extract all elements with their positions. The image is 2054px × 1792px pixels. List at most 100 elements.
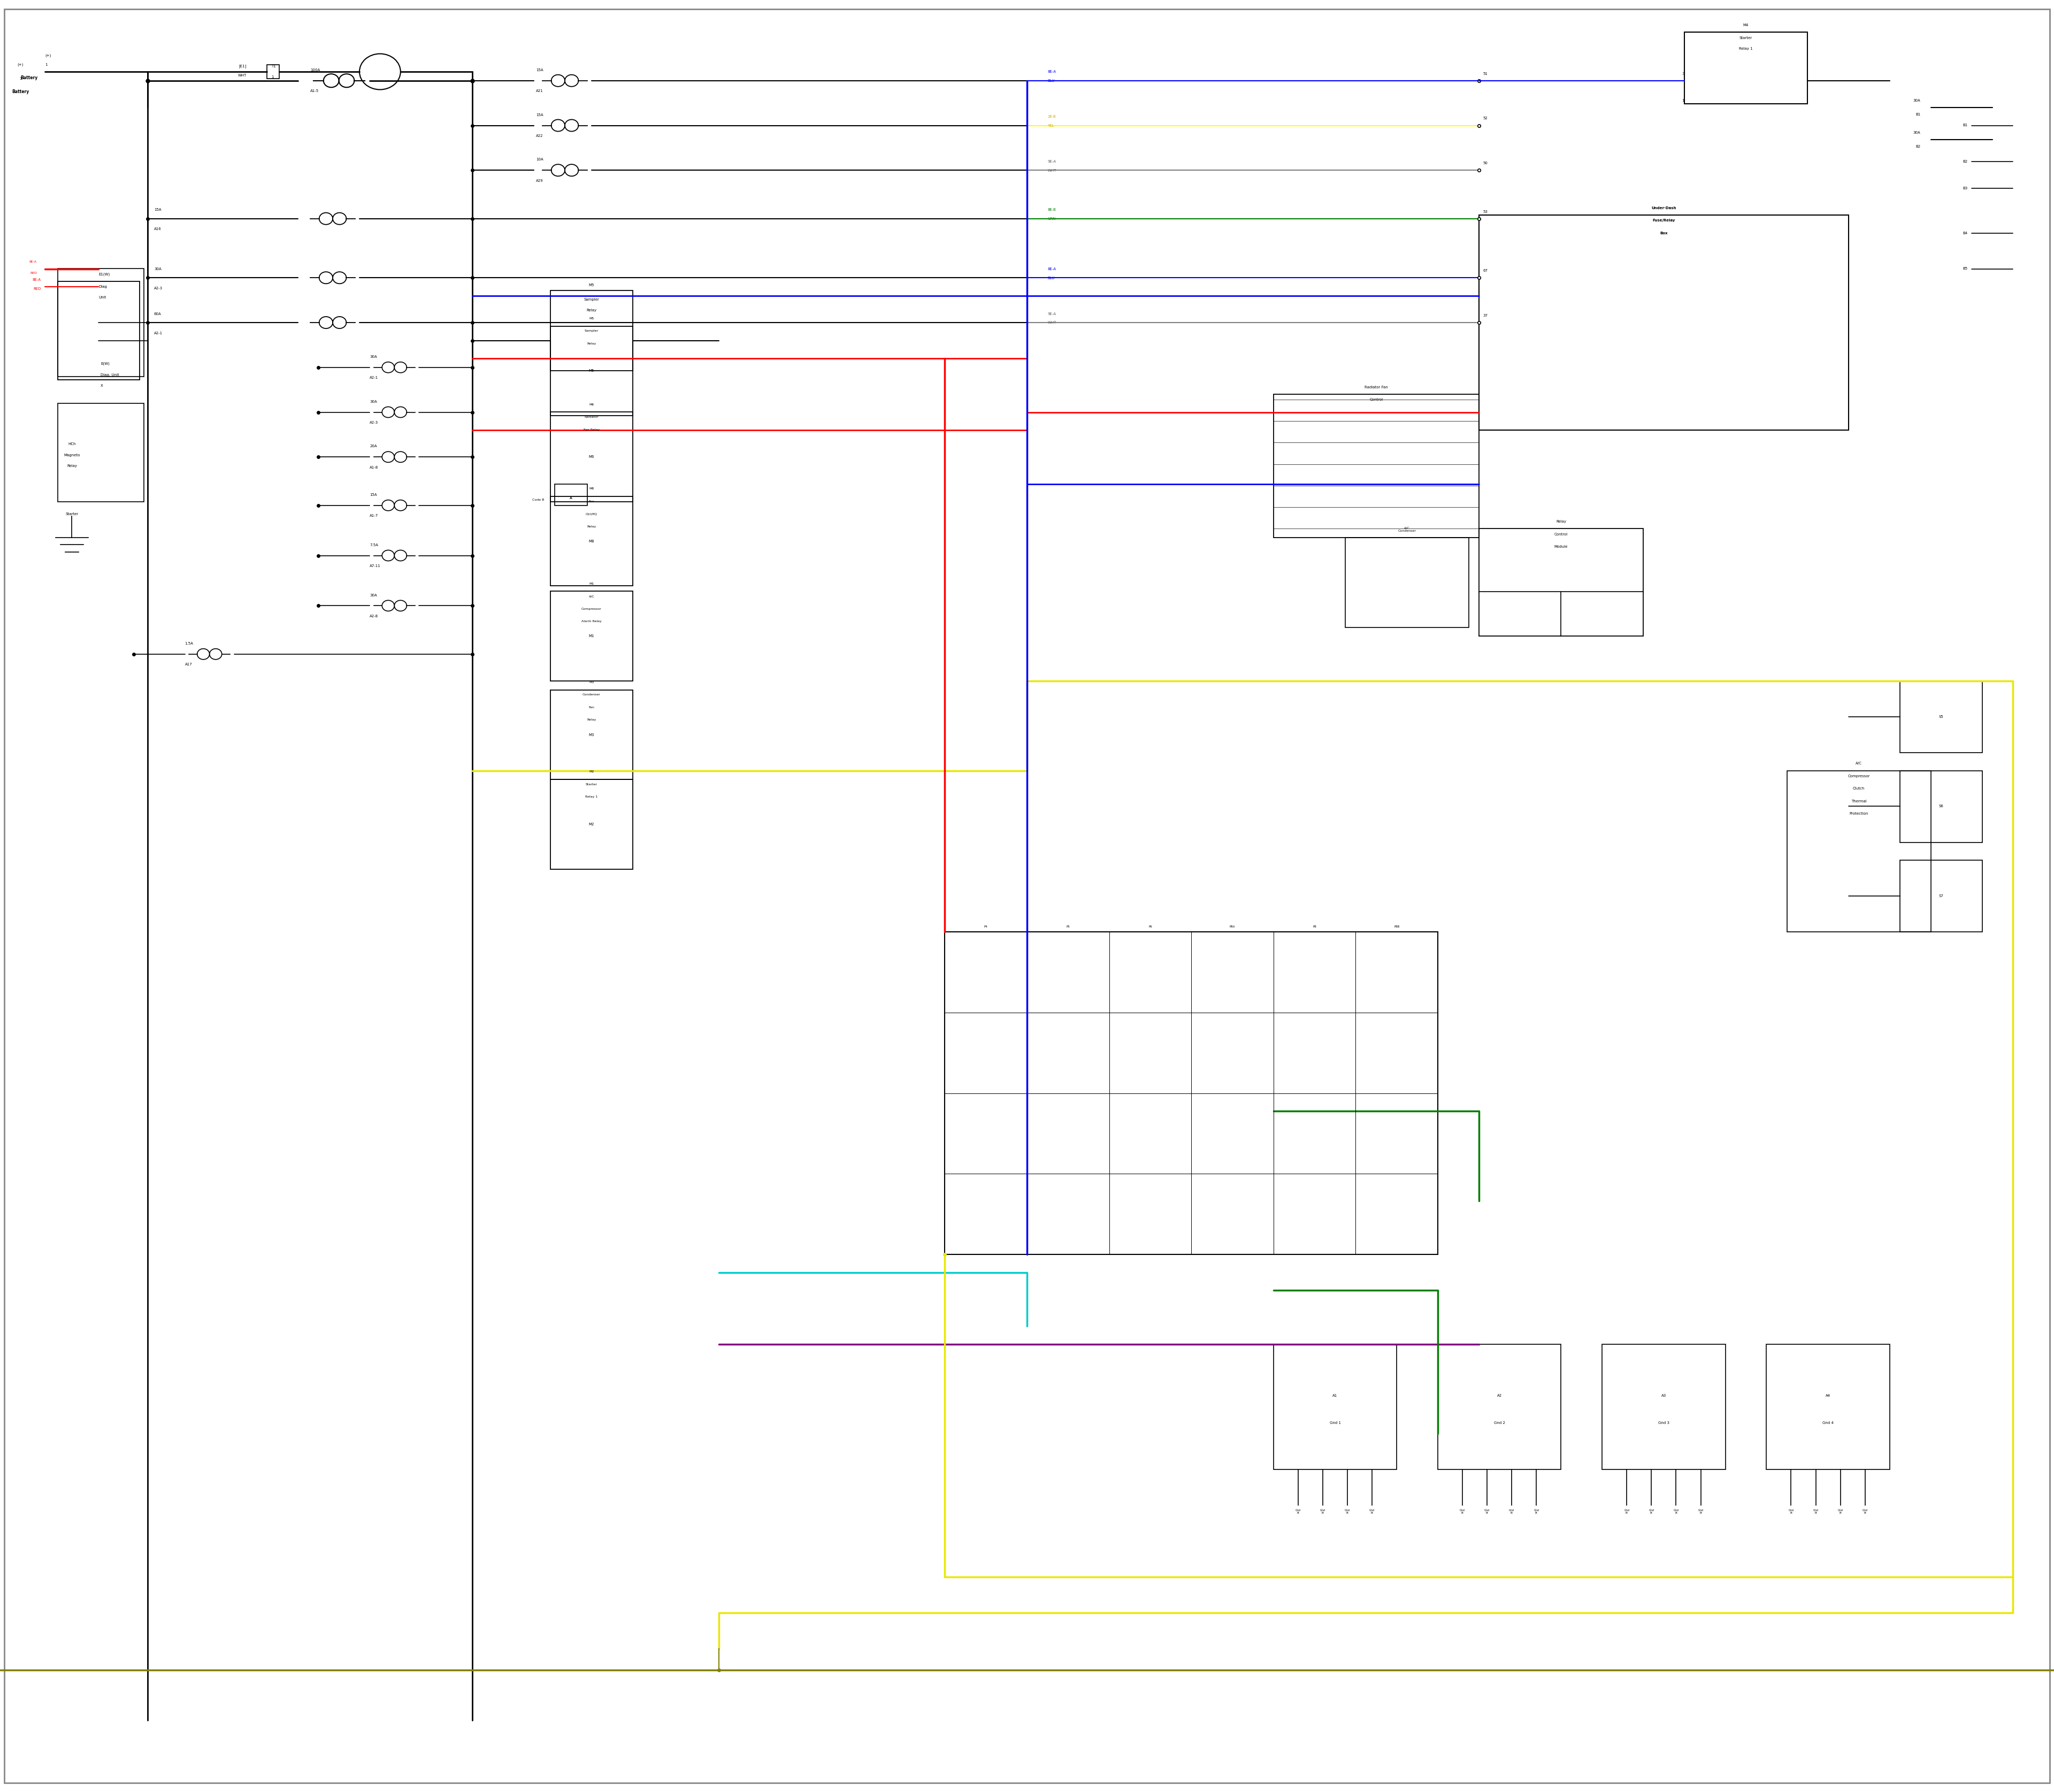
Text: M5: M5 (589, 369, 594, 373)
Text: P8B: P8B (1395, 926, 1399, 928)
Text: Fan: Fan (589, 500, 594, 502)
Text: 2E-B: 2E-B (1048, 115, 1056, 118)
Text: P5: P5 (1066, 926, 1070, 928)
Bar (1479, 529, 1643, 636)
Bar (1684, 32, 1808, 104)
Text: WHT: WHT (1048, 321, 1056, 324)
Text: A: A (569, 496, 573, 500)
Text: A29: A29 (536, 179, 544, 183)
Text: Gnd
Pt: Gnd Pt (1370, 1509, 1374, 1514)
Text: 1.5A: 1.5A (185, 642, 193, 645)
Text: 1: 1 (18, 77, 23, 81)
Text: S5: S5 (1939, 715, 1943, 719)
Text: Starter: Starter (66, 513, 78, 516)
Text: 15A: 15A (536, 68, 544, 72)
Text: M1: M1 (589, 582, 594, 584)
Text: Compressor: Compressor (581, 607, 602, 609)
Text: 8E-A: 8E-A (33, 278, 41, 281)
Text: (+): (+) (45, 54, 51, 57)
Bar (1345, 538, 1469, 627)
Text: 10A: 10A (536, 158, 544, 161)
Text: 7.5A: 7.5A (370, 543, 378, 547)
Text: A2-3: A2-3 (370, 421, 378, 425)
Text: S6: S6 (1939, 805, 1943, 808)
Text: A3: A3 (1662, 1394, 1666, 1398)
Text: Relay 1: Relay 1 (1740, 47, 1752, 50)
Text: A16: A16 (154, 228, 162, 231)
Text: Control: Control (1370, 398, 1382, 401)
Text: A1-7: A1-7 (370, 514, 378, 518)
Text: Protection: Protection (1849, 812, 1869, 815)
Text: B1: B1 (1916, 113, 1920, 116)
Text: M8: M8 (589, 487, 594, 489)
Bar (550, 412, 633, 502)
Text: Gnd
Pt: Gnd Pt (1510, 1509, 1514, 1514)
Bar (1479, 215, 1849, 430)
Text: Gnd
Pt: Gnd Pt (1345, 1509, 1349, 1514)
Text: 8E-A: 8E-A (29, 262, 37, 263)
Text: GRN: GRN (1048, 217, 1056, 220)
Text: BLU: BLU (1048, 79, 1054, 82)
Text: Relay: Relay (587, 719, 596, 720)
Text: B4: B4 (1964, 231, 1968, 235)
Text: Gnd 1: Gnd 1 (1329, 1421, 1341, 1425)
Text: Gnd 2: Gnd 2 (1493, 1421, 1506, 1425)
Text: A/C: A/C (589, 595, 594, 597)
Text: M1: M1 (589, 634, 594, 638)
Text: 30A: 30A (370, 400, 378, 403)
Text: 8E-A: 8E-A (1048, 267, 1056, 271)
Text: 1: 1 (271, 75, 273, 79)
Text: Gnd
Pt: Gnd Pt (1534, 1509, 1538, 1514)
Text: Relay: Relay (68, 464, 76, 468)
Text: M3: M3 (589, 681, 594, 683)
Text: A2-1: A2-1 (154, 332, 162, 335)
Bar (267, 65, 279, 79)
Text: 15A: 15A (536, 113, 544, 116)
Text: Gnd
Pt: Gnd Pt (1863, 1509, 1867, 1514)
Text: WHT: WHT (1048, 168, 1056, 172)
Text: Gnd
Pt: Gnd Pt (1321, 1509, 1325, 1514)
Text: Radiator: Radiator (585, 416, 598, 418)
Text: 53: 53 (1483, 210, 1487, 213)
Text: Battery: Battery (21, 75, 37, 81)
Text: 51: 51 (1483, 72, 1487, 75)
Text: 60A: 60A (154, 312, 162, 315)
Text: Condenser: Condenser (583, 694, 600, 695)
Text: M6: M6 (589, 455, 594, 459)
Text: M2: M2 (589, 823, 594, 826)
Text: M5: M5 (589, 317, 594, 319)
Bar (1766, 1344, 1890, 1469)
Bar (1602, 1344, 1725, 1469)
Bar (550, 496, 633, 586)
Text: 100A: 100A (310, 68, 320, 72)
Text: B3: B3 (1964, 186, 1968, 190)
Bar (1438, 1344, 1561, 1469)
Text: Diag. Unit: Diag. Unit (101, 373, 119, 376)
Text: Module: Module (1555, 545, 1567, 548)
Text: A/C
Condenser: A/C Condenser (1399, 527, 1415, 532)
Text: Control: Control (1555, 532, 1567, 536)
Text: A1-8: A1-8 (370, 466, 378, 470)
Text: P6: P6 (1148, 926, 1152, 928)
Text: Sampler: Sampler (583, 297, 600, 301)
Text: 8E-A: 8E-A (1048, 70, 1056, 73)
Text: A4: A4 (1826, 1394, 1830, 1398)
Text: Code B: Code B (532, 498, 544, 502)
Text: A/C: A/C (1855, 762, 1863, 765)
Text: X: X (101, 383, 103, 387)
Text: 30A: 30A (370, 593, 378, 597)
Text: Gnd
Pt: Gnd Pt (1699, 1509, 1703, 1514)
Text: [E1]: [E1] (238, 65, 246, 68)
Text: Gnd
Pt: Gnd Pt (1625, 1509, 1629, 1514)
Bar (550, 780, 633, 869)
Text: P4: P4 (984, 926, 988, 928)
Bar (58, 269, 144, 376)
Text: B2: B2 (1964, 159, 1968, 163)
Text: Ctrl/PQ: Ctrl/PQ (585, 513, 598, 514)
Text: B5: B5 (1964, 267, 1968, 271)
Text: M8: M8 (589, 539, 594, 543)
Text: 52: 52 (1483, 116, 1487, 120)
Text: 50: 50 (1483, 161, 1487, 165)
Text: 30A: 30A (370, 355, 378, 358)
Text: Gnd
Pt: Gnd Pt (1649, 1509, 1653, 1514)
